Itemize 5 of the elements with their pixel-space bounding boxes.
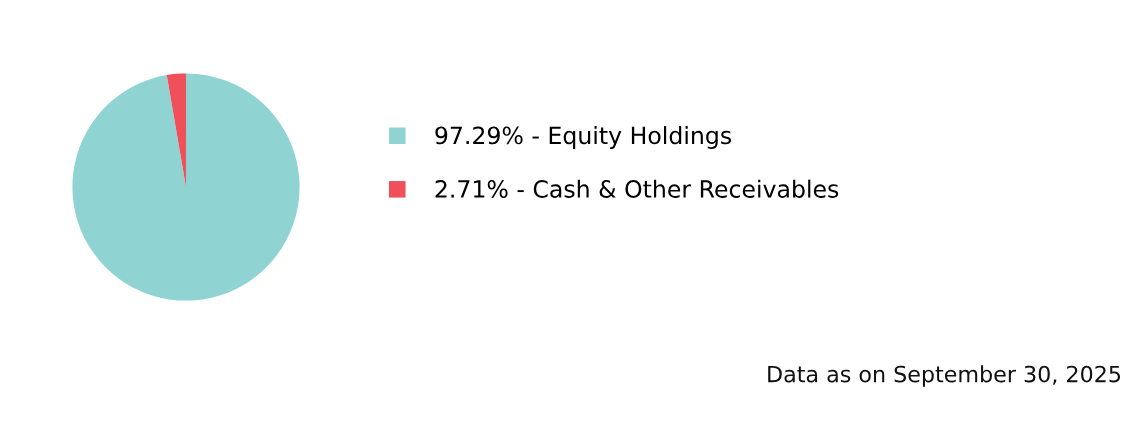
legend-label: 97.29% - Equity Holdings — [435, 126, 732, 149]
pie-slice — [166, 73, 186, 187]
pie-slice — [72, 73, 300, 301]
text: Data as on September 30, 2025 — [768, 365, 1121, 387]
legend-label: 2.71% - Cash & Other Receivables — [435, 179, 839, 198]
